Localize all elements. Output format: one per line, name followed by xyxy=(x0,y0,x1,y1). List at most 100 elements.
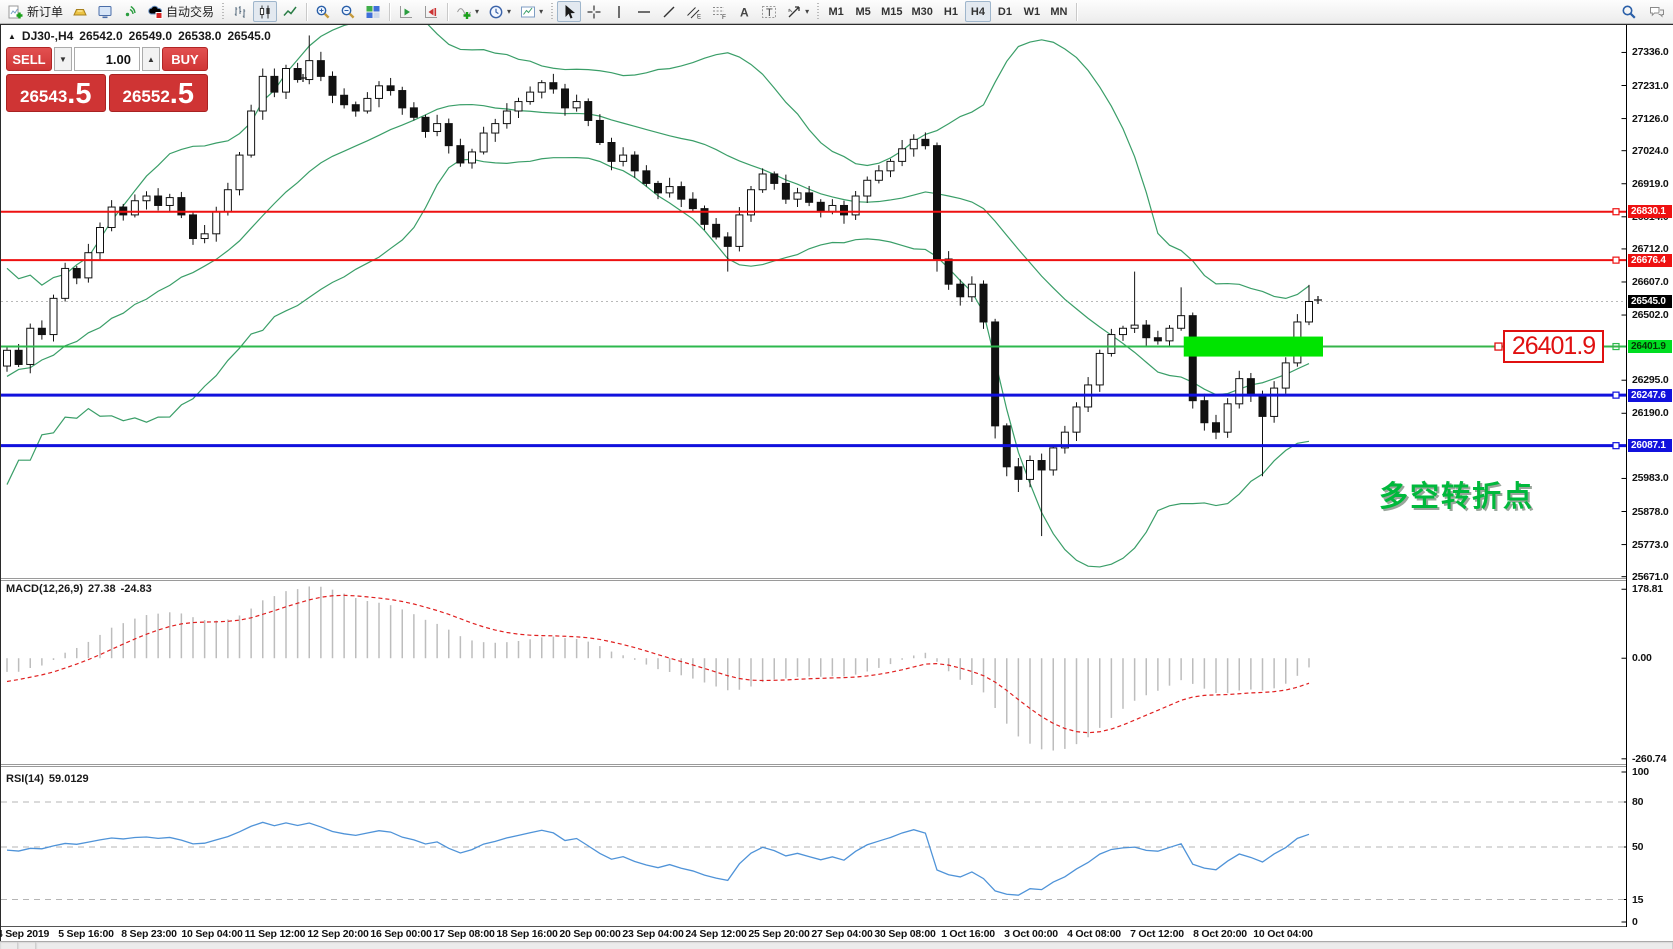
price-tick-label: 27126.0 xyxy=(1632,112,1669,125)
toolbar: 新订单 自动交易 xyxy=(0,0,1673,24)
price-tick-label: 25878.0 xyxy=(1632,505,1669,518)
templates-button[interactable]: ▾ xyxy=(516,1,547,22)
horizontal-line-tool-button[interactable] xyxy=(632,1,656,22)
chat-button[interactable] xyxy=(1645,1,1669,22)
ohlc-close: 26545.0 xyxy=(227,29,271,43)
chart-shift-button[interactable] xyxy=(419,1,443,22)
tab-timeframe-M1[interactable]: M1 xyxy=(828,5,844,18)
status-bar xyxy=(0,941,1673,949)
macd-tick-label: 178.81 xyxy=(1632,583,1663,596)
indicators-button[interactable]: ▾ xyxy=(452,1,483,22)
date-axis-label: 16 Sep 00:00 xyxy=(370,928,432,940)
callout-connector xyxy=(1323,342,1621,351)
tab-timeframe-H4[interactable]: H4 xyxy=(964,1,991,22)
date-axis-label: 7 Oct 12:00 xyxy=(1130,928,1184,940)
date-axis-label: 24 Sep 12:00 xyxy=(685,928,747,940)
price-badge: 26676.4 xyxy=(1628,253,1672,267)
tab-timeframe-MN[interactable]: MN xyxy=(1050,5,1068,18)
tab-timeframe-D1[interactable]: D1 xyxy=(997,5,1012,18)
date-axis-label: 12 Sep 20:00 xyxy=(307,928,369,940)
date-axis-label: 3 Oct 00:00 xyxy=(1004,928,1058,940)
zoom-in-icon xyxy=(316,5,330,18)
price-tick-label: 25983.0 xyxy=(1632,472,1669,485)
search-button[interactable] xyxy=(1617,1,1641,22)
arrow-objects-icon xyxy=(788,5,800,17)
text-tool-button[interactable]: A xyxy=(732,1,756,22)
svg-text:A: A xyxy=(740,5,749,19)
chart-canvas[interactable] xyxy=(1,25,1627,927)
chart-title: ▲ DJ30-,H4 26542.0 26549.0 26538.0 26545… xyxy=(8,29,271,43)
rsi-tick-label: 100 xyxy=(1632,766,1649,778)
date-axis-label: 10 Sep 04:00 xyxy=(181,928,243,940)
zoom-out-button[interactable] xyxy=(336,1,360,22)
cursor-tool-button[interactable] xyxy=(557,1,582,22)
tab-timeframe-W1[interactable]: W1 xyxy=(1023,5,1041,18)
text-label-icon: T xyxy=(762,5,777,19)
toolbar-separator xyxy=(447,2,449,21)
date-axis-label: 23 Sep 04:00 xyxy=(622,928,684,940)
volume-input[interactable] xyxy=(74,47,140,71)
buy-button[interactable]: BUY xyxy=(162,47,208,71)
toolbar-separator xyxy=(389,2,391,21)
fibonacci-tool-button[interactable]: F xyxy=(707,1,731,22)
rsi-label: RSI(14) 59.0129 xyxy=(6,773,89,785)
svg-text:E: E xyxy=(697,14,701,20)
chevron-down-icon: ▾ xyxy=(475,6,480,16)
volume-increase-button[interactable]: ▲ xyxy=(142,47,160,71)
crosshair-tool-button[interactable] xyxy=(582,1,606,22)
auto-scroll-button[interactable] xyxy=(394,1,418,22)
ohlc-low: 26538.0 xyxy=(178,29,222,43)
cursor-icon xyxy=(565,4,576,18)
candlesticks xyxy=(3,35,1313,537)
chart-candles-button[interactable] xyxy=(253,1,278,22)
zoom-out-icon xyxy=(341,5,355,18)
signals-button[interactable] xyxy=(118,1,142,22)
chevron-down-icon: ▾ xyxy=(805,6,810,16)
rsi-tick-label: 50 xyxy=(1632,841,1644,853)
date-axis-label: 1 Oct 16:00 xyxy=(941,928,995,940)
volume-decrease-button[interactable]: ▼ xyxy=(54,47,72,71)
tab-timeframe-M15[interactable]: M15 xyxy=(881,5,903,18)
vertical-line-tool-button[interactable] xyxy=(607,1,631,22)
timeframe-group: M1 M5 M15 M30 H1 H4 D1 W1 MN xyxy=(823,1,1072,22)
tile-windows-button[interactable] xyxy=(361,1,385,22)
auto-scroll-icon xyxy=(400,5,413,18)
new-order-button[interactable]: 新订单 xyxy=(4,1,67,22)
chart-line-button[interactable] xyxy=(278,1,302,22)
chart-window: 27336.027231.027126.027024.026919.026814… xyxy=(0,24,1673,941)
add-indicator-icon xyxy=(457,7,471,19)
rsi-pane xyxy=(1,801,1627,900)
collapse-icon[interactable]: ▲ xyxy=(8,31,16,41)
status-cell xyxy=(18,942,36,949)
sell-price[interactable]: 26543.5 xyxy=(6,74,106,112)
tile-windows-icon xyxy=(366,5,380,18)
periods-button[interactable]: ▾ xyxy=(484,1,515,22)
terminal-button[interactable] xyxy=(93,1,117,22)
autotrading-button[interactable]: 自动交易 xyxy=(143,1,218,22)
market-button[interactable] xyxy=(68,1,92,22)
date-axis-label: 30 Sep 08:00 xyxy=(874,928,936,940)
symbol-period-label: DJ30-,H4 xyxy=(21,29,74,43)
signal-icon xyxy=(125,5,136,16)
sell-button[interactable]: SELL xyxy=(6,47,52,71)
rsi-tick-label: 80 xyxy=(1632,796,1644,808)
vertical-line-icon xyxy=(618,5,620,18)
macd-label: MACD(12,26,9) 27.38 -24.83 xyxy=(6,583,152,595)
zoom-in-button[interactable] xyxy=(311,1,335,22)
text-label-tool-button[interactable]: T xyxy=(757,1,781,22)
date-axis-label: 8 Sep 23:00 xyxy=(121,928,177,940)
tab-timeframe-M5[interactable]: M5 xyxy=(855,5,871,18)
buy-price[interactable]: 26552.5 xyxy=(108,74,208,112)
date-axis-label: 20 Sep 00:00 xyxy=(559,928,621,940)
clock-icon xyxy=(489,5,503,18)
chart-bars-button[interactable] xyxy=(228,1,252,22)
tab-timeframe-H1[interactable]: H1 xyxy=(943,5,958,18)
support-zone-rect xyxy=(1183,336,1323,357)
trendline-tool-button[interactable] xyxy=(657,1,681,22)
tab-timeframe-M30[interactable]: M30 xyxy=(911,5,933,18)
arrows-tool-button[interactable]: ▾ xyxy=(782,1,813,22)
new-order-label: 新订单 xyxy=(27,5,64,19)
new-order-icon xyxy=(8,5,23,18)
channel-tool-button[interactable]: E xyxy=(682,1,706,22)
svg-text:T: T xyxy=(766,7,773,19)
